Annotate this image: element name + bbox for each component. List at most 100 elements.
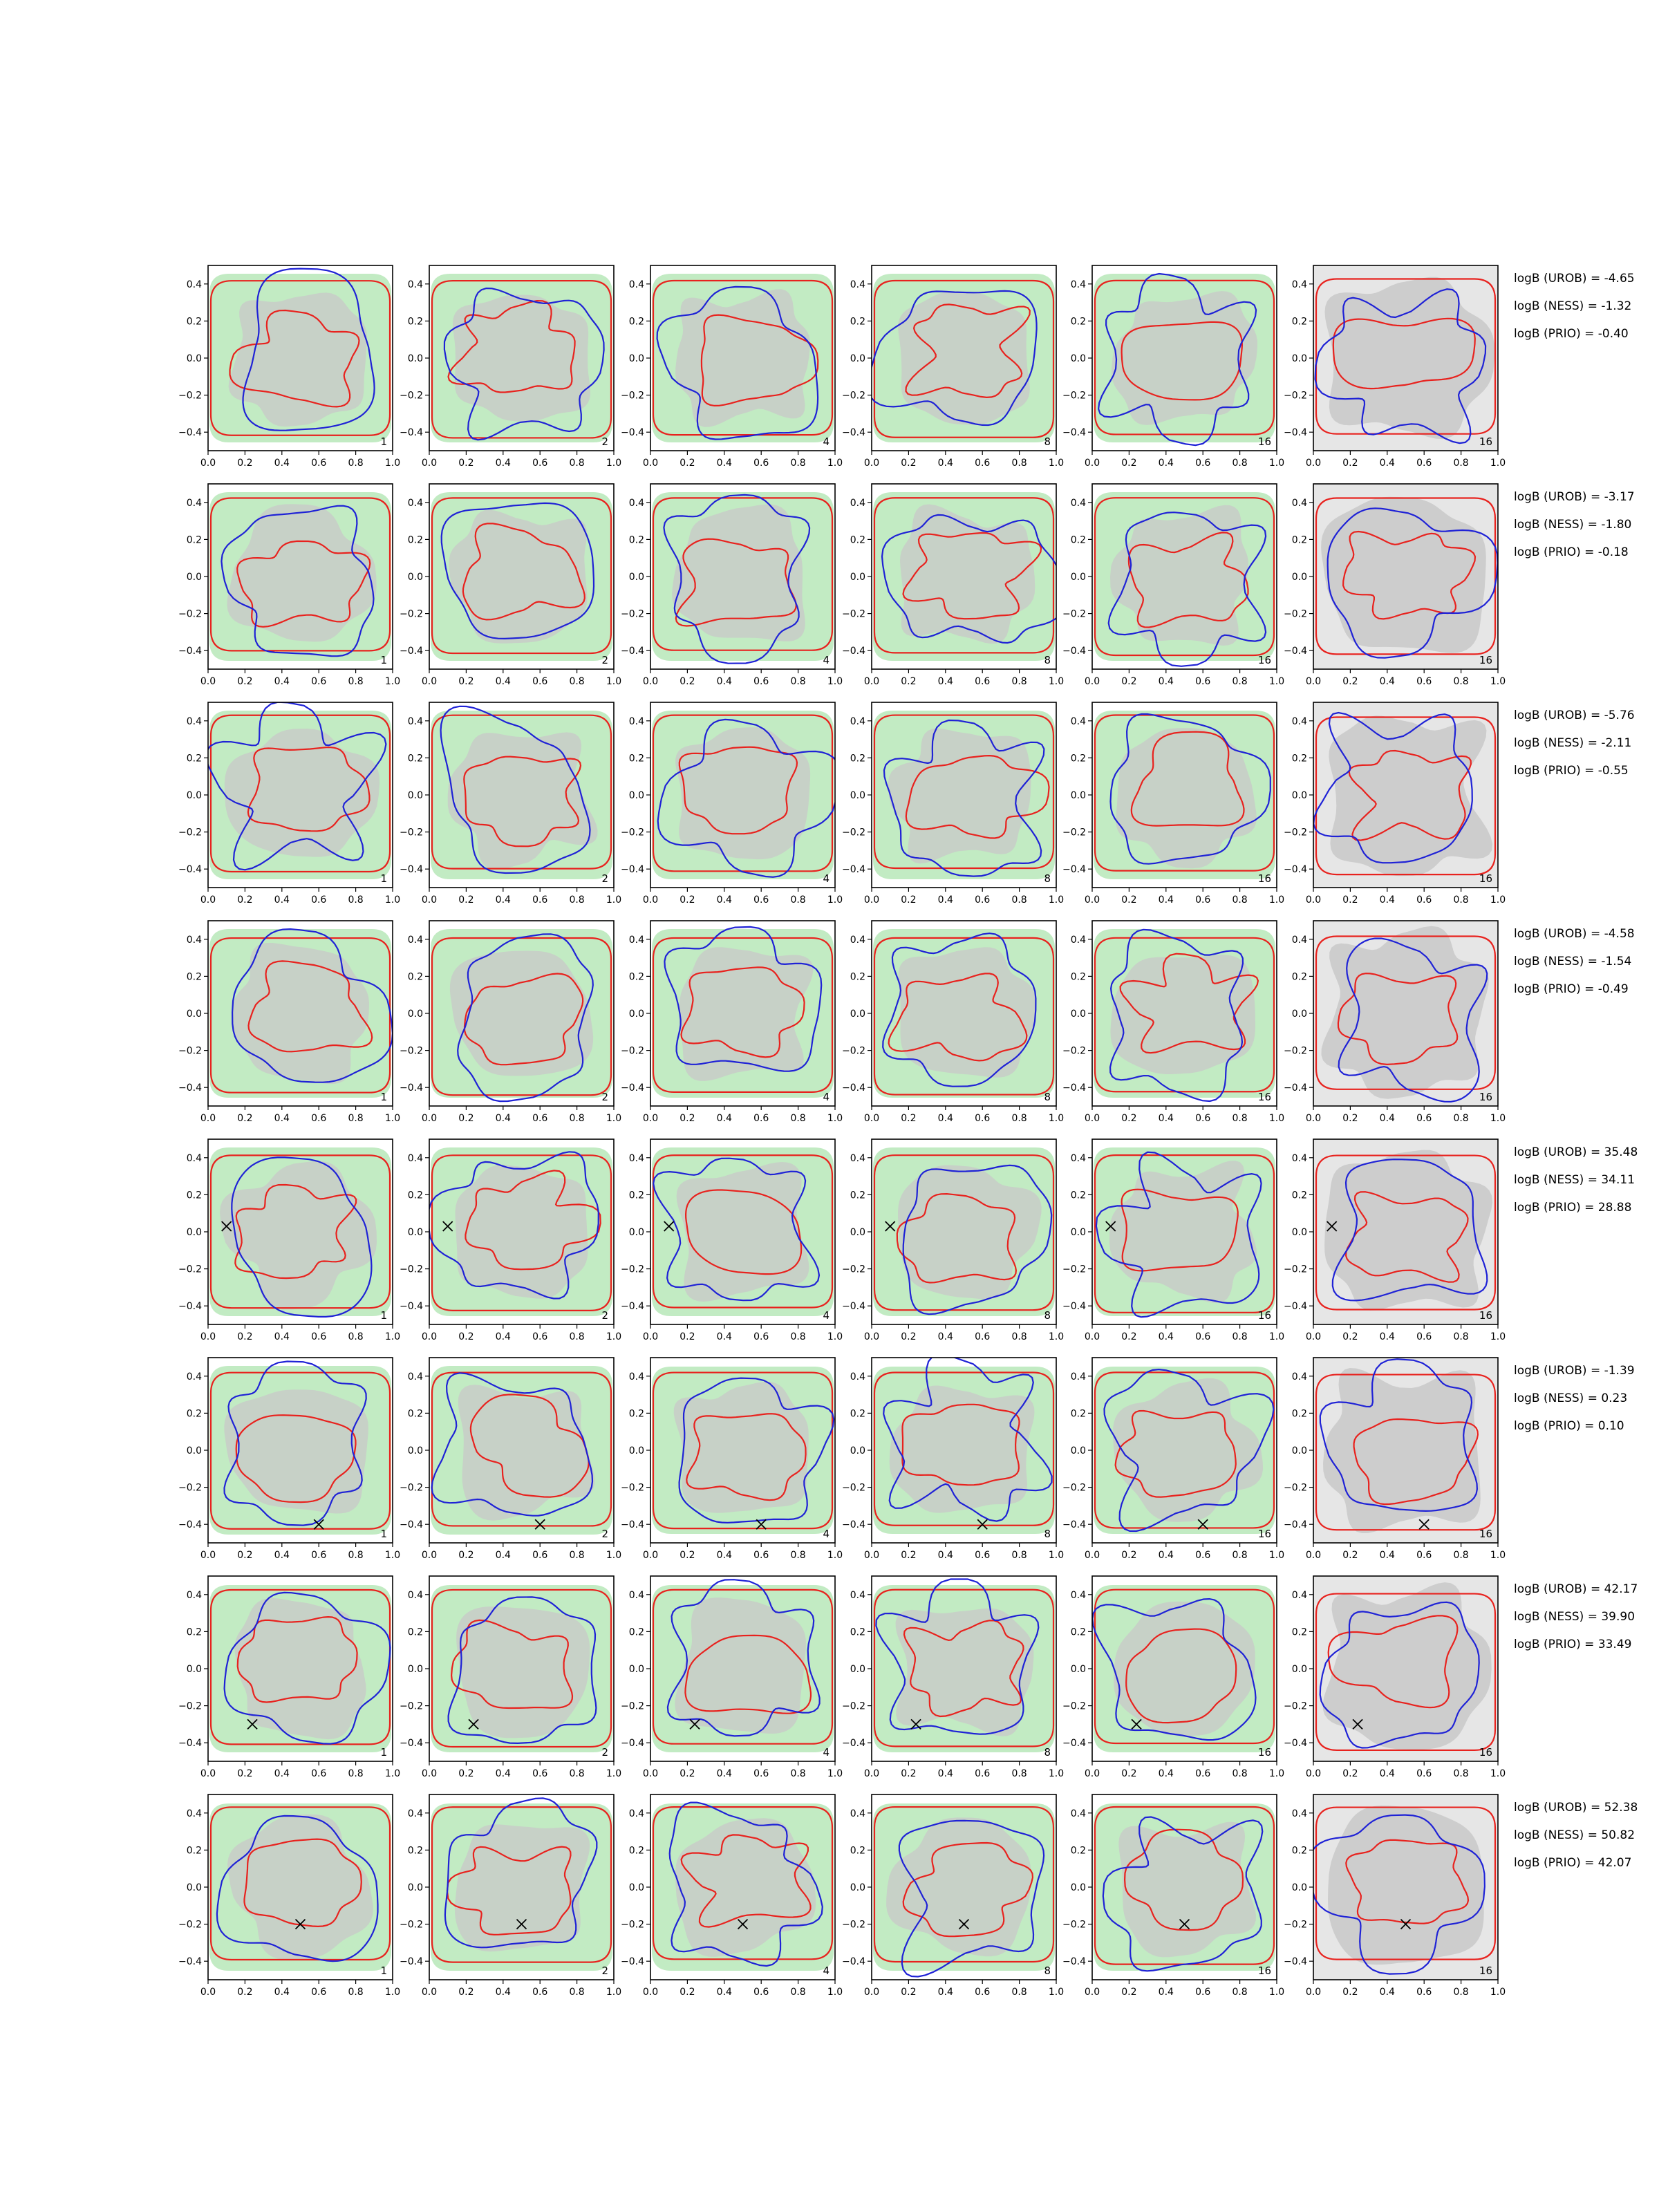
y-tick-label: −0.2 bbox=[178, 827, 202, 838]
x-tick-label: 1.0 bbox=[827, 1113, 843, 1124]
x-tick-label: 1.0 bbox=[1269, 1331, 1284, 1342]
y-tick-label: 0.4 bbox=[408, 1808, 423, 1819]
y-tick-label: 0.0 bbox=[187, 790, 202, 801]
y-tick-label: 0.4 bbox=[187, 1590, 202, 1601]
blue-contour bbox=[444, 1797, 598, 1949]
x-tick-label: 0.0 bbox=[422, 1768, 437, 1779]
y-tick-label: 0.4 bbox=[629, 1153, 644, 1164]
x-tick-label: 0.4 bbox=[717, 676, 732, 687]
y-tick-label: −0.2 bbox=[1284, 1264, 1307, 1275]
panel-number-label: 16 bbox=[1479, 1309, 1492, 1322]
y-tick-label: 0.0 bbox=[629, 1664, 644, 1675]
blue-contour bbox=[431, 1372, 594, 1517]
y-tick-label: 0.2 bbox=[1292, 1627, 1307, 1638]
y-tick-label: 0.4 bbox=[629, 1808, 644, 1819]
red-contour-outer bbox=[1094, 1588, 1275, 1745]
fill-grey-region bbox=[1321, 496, 1486, 653]
panel-contents bbox=[873, 1358, 1055, 1534]
red-contour-inner bbox=[700, 314, 819, 407]
y-tick-label: 0.4 bbox=[1292, 1371, 1307, 1382]
panel-number-label: 16 bbox=[1479, 1965, 1492, 1977]
panel-contents bbox=[652, 1367, 835, 1534]
x-tick-label: 0.8 bbox=[1453, 1113, 1468, 1124]
target-marker bbox=[977, 1519, 988, 1530]
y-tick-label: −0.4 bbox=[621, 864, 644, 875]
x-tick-label: 0.4 bbox=[938, 458, 953, 469]
x-tick-label: 0.8 bbox=[1011, 1768, 1027, 1779]
red-contour-inner bbox=[447, 299, 576, 393]
panel-r4-c4: 0.0 0.2 0.4 0.6 0.8 1.0 0.4 0.2 0.0 −0.2 −0.4 8 bbox=[842, 920, 1064, 1124]
y-tick-label: 0.4 bbox=[1292, 498, 1307, 509]
panel-r4-c2: 0.0 0.2 0.4 0.6 0.8 1.0 0.4 0.2 0.0 −0.2 −0.4 2 bbox=[400, 920, 621, 1124]
blue-contour bbox=[881, 514, 1056, 644]
blue-contour bbox=[221, 505, 375, 657]
y-tick-label: 0.4 bbox=[408, 935, 423, 946]
fill-grey-region bbox=[673, 1381, 809, 1513]
x-tick-label: 0.2 bbox=[1342, 676, 1358, 687]
y-tick-label: 0.2 bbox=[408, 534, 423, 545]
y-tick-label: 0.0 bbox=[1071, 353, 1086, 364]
target-marker bbox=[1418, 1519, 1430, 1530]
y-tick-label: −0.4 bbox=[178, 1301, 202, 1312]
x-tick-label: 0.0 bbox=[1085, 1331, 1100, 1342]
panel-number-label: 16 bbox=[1258, 1091, 1271, 1103]
fill-grey-region bbox=[679, 947, 814, 1081]
panel-contents bbox=[652, 926, 834, 1098]
y-tick-label: −0.4 bbox=[1284, 646, 1307, 657]
x-tick-label: 0.8 bbox=[790, 1331, 805, 1342]
panel-contents bbox=[1094, 272, 1275, 447]
y-tick-label: 0.4 bbox=[1292, 279, 1307, 290]
y-tick-label: −0.2 bbox=[400, 609, 423, 620]
x-tick-label: 0.4 bbox=[938, 1550, 953, 1561]
panel-r5-c1: 0.0 0.2 0.4 0.6 0.8 1.0 0.4 0.2 0.0 −0.2 −0.4 1 bbox=[178, 1138, 400, 1342]
x-tick-label: 0.2 bbox=[237, 458, 252, 469]
panel-contents bbox=[1094, 1803, 1275, 1972]
x-tick-label: 0.4 bbox=[717, 1331, 732, 1342]
blue-contour bbox=[1103, 1368, 1275, 1533]
blue-contour bbox=[678, 1377, 835, 1524]
y-tick-label: 0.4 bbox=[1071, 1590, 1086, 1601]
y-tick-label: 0.0 bbox=[408, 1882, 423, 1893]
x-tick-label: 0.6 bbox=[753, 1331, 769, 1342]
x-tick-label: 0.2 bbox=[458, 1331, 474, 1342]
red-contour-inner bbox=[463, 756, 582, 847]
fill-grey-region bbox=[220, 1161, 377, 1310]
panel-contents bbox=[652, 274, 834, 442]
y-tick-label: 0.4 bbox=[187, 1153, 202, 1164]
x-tick-label: 1.0 bbox=[1269, 1550, 1284, 1561]
y-tick-label: 0.0 bbox=[850, 1445, 865, 1456]
y-tick-label: 0.2 bbox=[850, 316, 865, 327]
x-tick-label: 0.0 bbox=[643, 1113, 658, 1124]
y-tick-label: −0.4 bbox=[842, 1301, 865, 1312]
x-tick-label: 0.4 bbox=[717, 1113, 732, 1124]
y-tick-label: 0.4 bbox=[1071, 935, 1086, 946]
x-tick-label: 0.6 bbox=[1195, 458, 1210, 469]
y-tick-label: 0.2 bbox=[629, 1627, 644, 1638]
y-tick-label: 0.0 bbox=[408, 1664, 423, 1675]
blue-contour bbox=[231, 928, 393, 1083]
y-tick-label: 0.4 bbox=[1292, 716, 1307, 727]
y-tick-label: 0.4 bbox=[408, 716, 423, 727]
y-tick-label: 0.4 bbox=[187, 716, 202, 727]
panel-r2-c4: 0.0 0.2 0.4 0.6 0.8 1.0 0.4 0.2 0.0 −0.2 −0.4 8 bbox=[842, 483, 1064, 687]
logB-urob-label: logB (UROB) = 42.17 bbox=[1514, 1582, 1638, 1596]
y-tick-label: −0.4 bbox=[1062, 864, 1086, 875]
x-tick-label: 0.0 bbox=[200, 1768, 216, 1779]
x-tick-label: 0.2 bbox=[679, 1550, 695, 1561]
target-marker bbox=[737, 1918, 749, 1930]
y-tick-label: 0.0 bbox=[408, 1227, 423, 1238]
x-tick-label: 0.0 bbox=[422, 676, 437, 687]
red-contour-inner bbox=[1348, 749, 1472, 841]
y-tick-label: −0.2 bbox=[1062, 827, 1086, 838]
x-tick-label: 1.0 bbox=[385, 1331, 400, 1342]
blue-contour bbox=[1092, 1597, 1257, 1741]
x-tick-label: 0.4 bbox=[938, 1331, 953, 1342]
logB-prio-label: logB (PRIO) = 42.07 bbox=[1514, 1856, 1631, 1870]
y-tick-label: 0.4 bbox=[850, 1808, 865, 1819]
fill-grey-region bbox=[898, 1165, 1042, 1300]
x-tick-label: 0.8 bbox=[1453, 1987, 1468, 1998]
red-contour-outer bbox=[209, 1806, 391, 1961]
x-tick-label: 0.6 bbox=[532, 1768, 547, 1779]
fill-grey-region bbox=[1110, 955, 1255, 1074]
x-tick-label: 0.6 bbox=[753, 894, 769, 906]
